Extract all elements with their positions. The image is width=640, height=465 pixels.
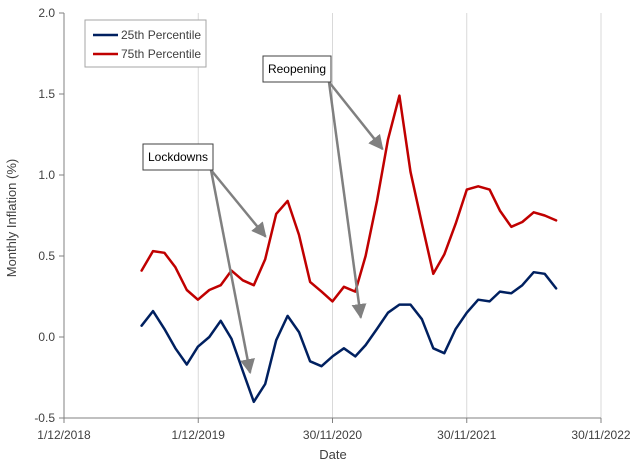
y-axis-title: Monthly Inflation (%): [4, 159, 19, 278]
y-tick-label: 1.5: [38, 87, 55, 101]
legend-label: 25th Percentile: [121, 28, 201, 42]
y-tick-label: 1.0: [38, 168, 55, 182]
legend: 25th Percentile 75th Percentile: [84, 19, 207, 68]
annotation-arrow: [209, 169, 255, 375]
y-tick-label: 0.0: [38, 330, 55, 344]
x-tick-label: 1/12/2018: [37, 428, 91, 442]
series-line-75th-percentile: [140, 94, 558, 303]
series-line-25th-percentile: [140, 270, 558, 404]
annotation-arrow: [210, 169, 267, 238]
legend-label: 75th Percentile: [121, 47, 201, 61]
gridlines: [197, 13, 602, 418]
annotation-box: [262, 55, 332, 83]
x-tick-label: 30/11/2020: [303, 428, 362, 442]
series-lines: [140, 94, 558, 404]
legend-box: [84, 19, 207, 68]
annotations: Lockdowns Reopening: [142, 55, 384, 375]
y-tick-label: 0.5: [38, 249, 55, 263]
annotation-arrow: [328, 81, 384, 151]
axes: 1/12/2018 1/12/2019 30/11/2020 30/11/2021 30…: [34, 6, 631, 442]
x-tick-label: 30/11/2022: [571, 428, 630, 442]
x-tick-label: 30/11/2021: [437, 428, 496, 442]
annotation-box: [142, 143, 214, 171]
annotation-label: Reopening: [268, 62, 326, 76]
y-tick-label: 2.0: [38, 6, 55, 20]
x-tick-label: 1/12/2019: [172, 428, 226, 442]
x-axis-title: Date: [319, 447, 346, 462]
annotation-label: Lockdowns: [148, 150, 208, 164]
annotation-arrow: [327, 81, 367, 320]
y-tick-label: -0.5: [34, 411, 55, 425]
